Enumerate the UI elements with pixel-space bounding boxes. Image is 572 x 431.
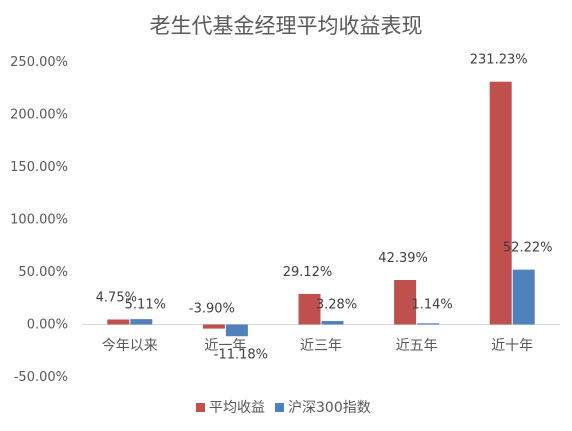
data-label: 52.22% <box>503 241 553 256</box>
y-tick-label: 100.00% <box>10 213 68 228</box>
category-labels-group: 今年以来 近一年 近三年 近五年 近十年 <box>102 338 533 354</box>
bars-group <box>107 81 535 337</box>
category-label: 近三年 <box>300 338 342 354</box>
data-label: 3.28% <box>316 298 357 313</box>
y-tick-label: 250.00% <box>10 55 68 70</box>
bar-csi300-0 <box>130 319 153 325</box>
y-tick-label: 150.00% <box>10 160 68 175</box>
bar-csi300-4 <box>512 269 535 325</box>
data-label: 29.12% <box>283 265 333 280</box>
legend-label: 沪深300指数 <box>288 400 371 416</box>
bar-csi300-2 <box>321 321 344 325</box>
y-axis: -50.00% 0.00% 50.00% 100.00% 150.00% 200.00% 2… <box>10 55 68 385</box>
data-label: 1.14% <box>411 298 452 313</box>
category-label: 近十年 <box>491 338 533 354</box>
legend: 平均收益 沪深300指数 <box>196 400 371 416</box>
data-label: 5.11% <box>125 298 166 313</box>
category-label: 近五年 <box>396 338 438 354</box>
legend-swatch <box>275 403 284 412</box>
bar-csi300-1 <box>225 324 248 337</box>
bar-avg-return-4 <box>489 81 512 325</box>
bar-avg-return-3 <box>394 279 417 325</box>
bar-csi300-3 <box>417 323 440 325</box>
data-label: -11.18% <box>214 348 268 363</box>
y-tick-label: 200.00% <box>10 108 68 123</box>
chart-title: 老生代基金经理平均收益表现 <box>150 14 423 38</box>
legend-swatch <box>196 403 205 412</box>
bar-avg-return-2 <box>298 293 321 325</box>
legend-label: 平均收益 <box>209 400 265 416</box>
y-tick-label: 50.00% <box>18 265 68 280</box>
bar-avg-return-1 <box>202 324 225 329</box>
data-label: 231.23% <box>470 53 528 68</box>
y-tick-label: -50.00% <box>14 370 68 385</box>
data-label: 42.39% <box>378 251 428 266</box>
data-label: -3.90% <box>189 302 235 317</box>
category-label: 近一年 <box>204 338 246 354</box>
data-label: 4.75% <box>96 291 137 306</box>
y-tick-label: 0.00% <box>27 318 68 333</box>
bar-avg-return-0 <box>107 319 130 325</box>
category-label: 今年以来 <box>102 338 158 354</box>
data-labels-group: 4.75% -3.90% 29.12% 42.39% 231.23% 5.11% -11.1… <box>96 53 553 363</box>
